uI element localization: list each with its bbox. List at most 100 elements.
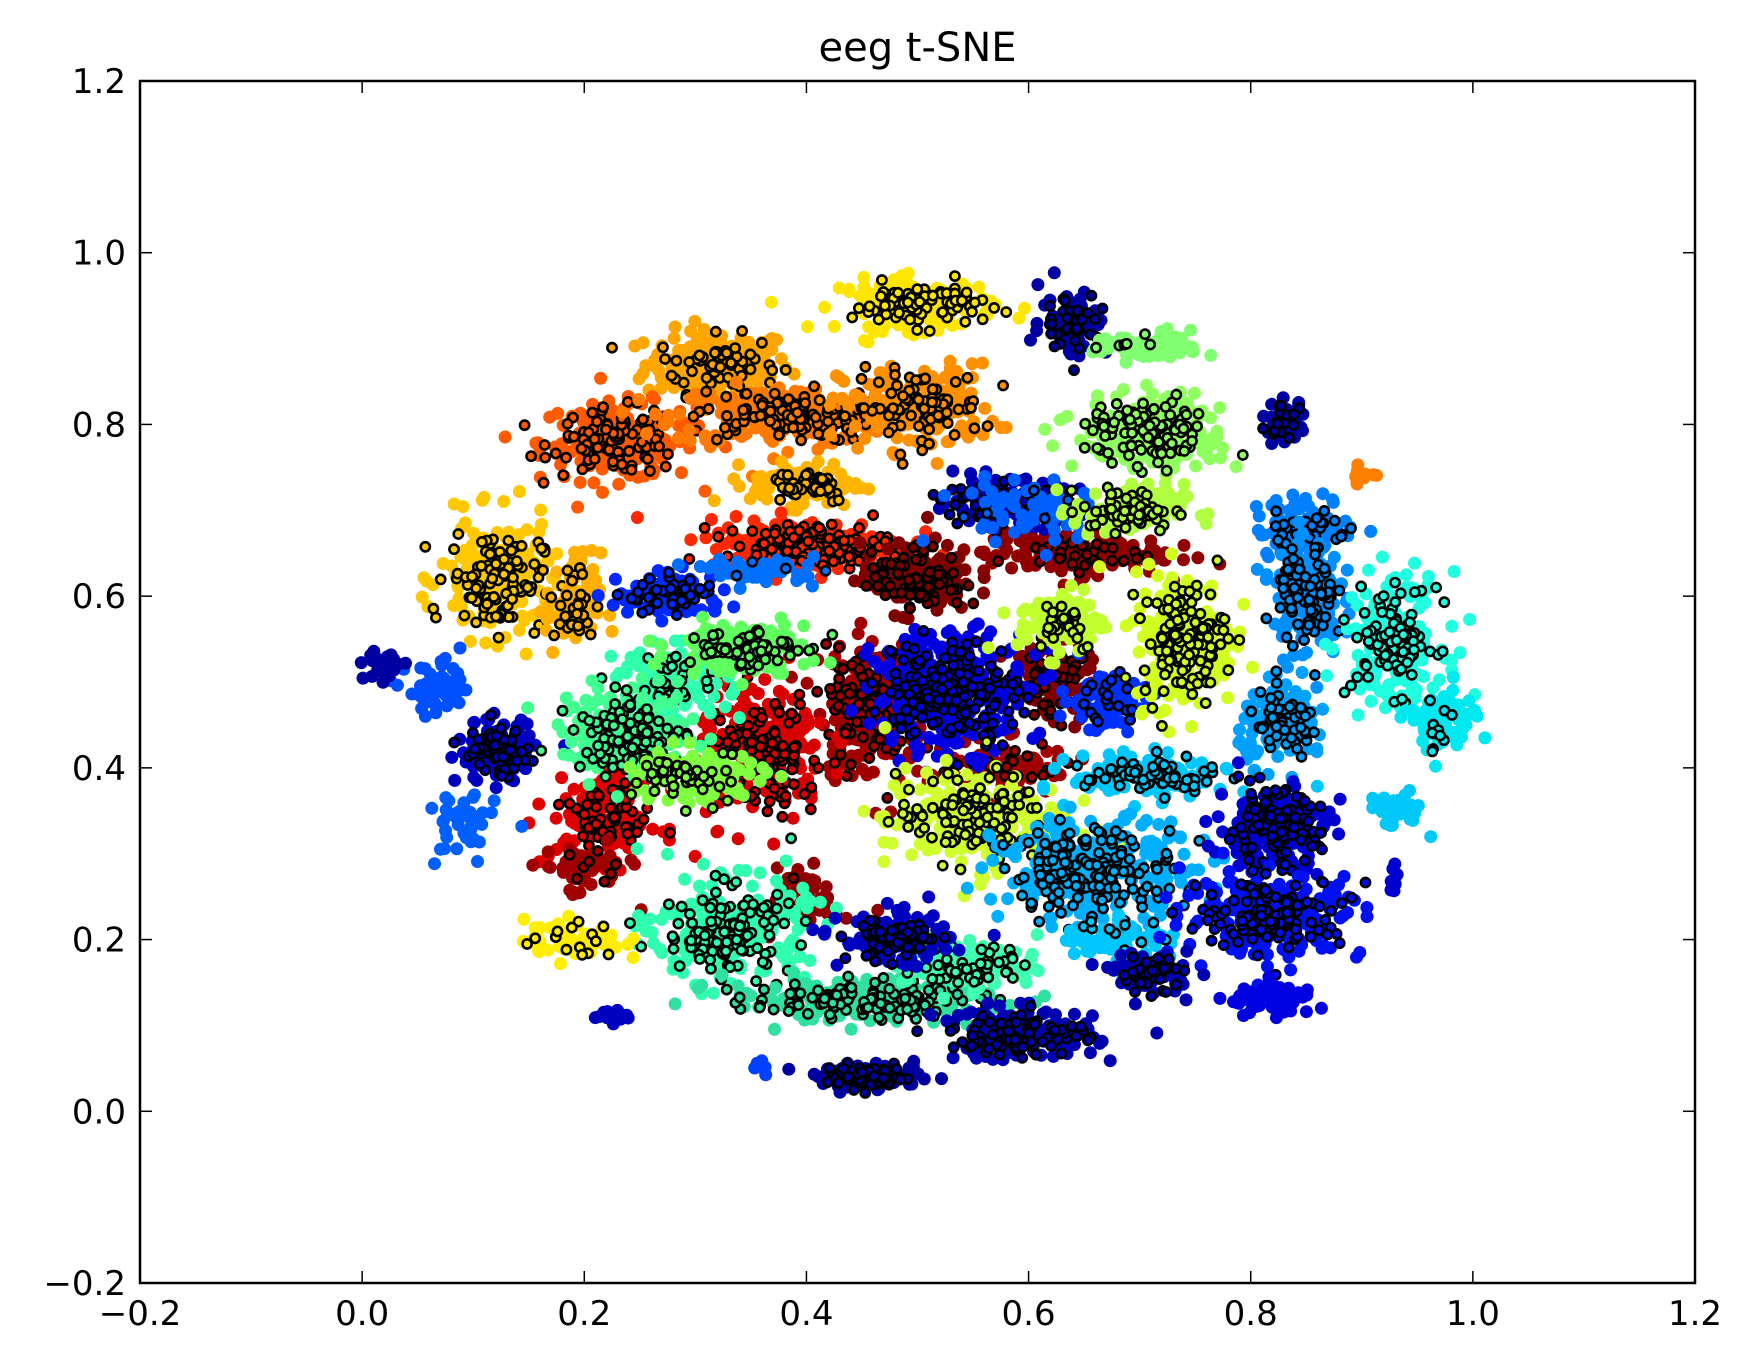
highlighted-point (1101, 689, 1114, 702)
scatter-point (683, 434, 697, 448)
highlighted-point (791, 406, 804, 419)
scatter-point (682, 423, 696, 437)
highlighted-point (1055, 719, 1068, 732)
highlighted-point (1076, 313, 1088, 326)
highlighted-point (833, 672, 846, 685)
highlighted-point (486, 572, 499, 585)
highlighted-point (488, 739, 501, 752)
scatter-point (827, 320, 841, 333)
highlighted-point (755, 711, 768, 724)
highlighted-point (1106, 554, 1118, 567)
highlighted-point (429, 611, 442, 624)
highlighted-point (577, 830, 589, 843)
highlighted-point (566, 574, 578, 587)
highlighted-point (858, 402, 870, 414)
highlighted-point (703, 579, 716, 592)
highlighted-point (637, 413, 649, 426)
scatter-point (587, 476, 601, 490)
highlighted-point (917, 625, 930, 637)
highlighted-point (859, 360, 872, 373)
highlighted-point (592, 789, 605, 802)
scatter-point (729, 375, 743, 389)
scatter-point (671, 558, 685, 572)
scatter-point (515, 819, 529, 833)
scatter-point (655, 614, 669, 628)
highlighted-point (1085, 289, 1098, 302)
highlighted-point (1070, 322, 1083, 335)
scatter-point (550, 565, 564, 579)
scatter-point (729, 510, 743, 523)
highlighted-point (736, 325, 748, 337)
scatter-point (758, 557, 772, 570)
scatter-point (466, 538, 479, 552)
highlighted-point (952, 403, 965, 416)
scatter-point (977, 586, 990, 600)
scatter-point (977, 571, 991, 585)
highlighted-point (975, 688, 987, 701)
highlighted-point (684, 589, 697, 602)
highlighted-point (1028, 484, 1040, 497)
scatter-point (672, 419, 686, 433)
highlighted-point (1053, 552, 1066, 565)
highlighted-point (768, 387, 781, 400)
highlighted-point (965, 401, 977, 414)
scatter-point (657, 418, 671, 432)
scatter-point (912, 742, 926, 756)
highlighted-point (664, 827, 676, 839)
highlighted-point (832, 700, 845, 712)
highlighted-point (721, 736, 734, 749)
highlighted-point (537, 564, 549, 577)
highlighted-point (923, 566, 936, 579)
highlighted-point (800, 468, 812, 481)
scatter-point (600, 834, 614, 847)
cluster-0 (606, 314, 806, 416)
highlighted-point (779, 364, 792, 376)
scatter-point (840, 475, 854, 489)
highlighted-point (1105, 674, 1118, 687)
highlighted-point (663, 566, 675, 579)
scatter-point (746, 570, 760, 584)
highlighted-point (746, 525, 759, 537)
scatter-point (951, 736, 965, 750)
highlighted-point (709, 346, 721, 359)
highlighted-point (860, 580, 873, 592)
highlighted-point (936, 663, 948, 676)
chart-title: eeg t-SNE (818, 25, 1016, 71)
scatter-point (835, 391, 849, 405)
scatter-point (541, 554, 555, 568)
highlighted-point (959, 315, 972, 328)
highlighted-point (916, 444, 929, 457)
highlighted-point (900, 704, 912, 716)
highlighted-point (845, 659, 858, 671)
scatter-point (489, 781, 503, 795)
highlighted-point (949, 498, 962, 511)
scatter-point (857, 270, 871, 284)
highlighted-point (1000, 306, 1013, 318)
highlighted-point (623, 445, 635, 458)
scatter-point (693, 560, 707, 573)
highlighted-point (521, 581, 534, 594)
scatter-point (668, 320, 682, 334)
highlighted-point (814, 485, 827, 497)
scatter-point (1030, 316, 1044, 330)
highlighted-point (902, 574, 915, 586)
scatter-point (497, 495, 511, 508)
scatter-point (519, 647, 533, 661)
highlighted-point (470, 616, 482, 629)
highlighted-point (822, 415, 834, 428)
scatter-point (1191, 551, 1205, 565)
highlighted-point (927, 540, 939, 553)
scatter-point (950, 364, 963, 378)
scatter-point (781, 445, 795, 459)
highlighted-point (506, 593, 518, 605)
highlighted-point (576, 568, 589, 581)
highlighted-point (528, 627, 541, 639)
scatter-point (414, 679, 427, 693)
cluster-4 (764, 266, 1031, 349)
highlighted-point (926, 396, 938, 409)
highlighted-point (998, 475, 1010, 488)
scatter-point (550, 547, 564, 561)
highlighted-point (528, 558, 541, 571)
scatter-point (732, 711, 746, 725)
highlighted-point (872, 580, 884, 592)
